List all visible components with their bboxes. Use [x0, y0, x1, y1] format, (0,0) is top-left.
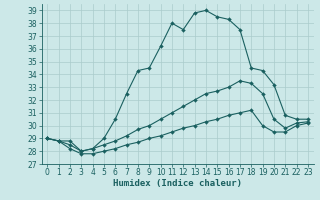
X-axis label: Humidex (Indice chaleur): Humidex (Indice chaleur): [113, 179, 242, 188]
